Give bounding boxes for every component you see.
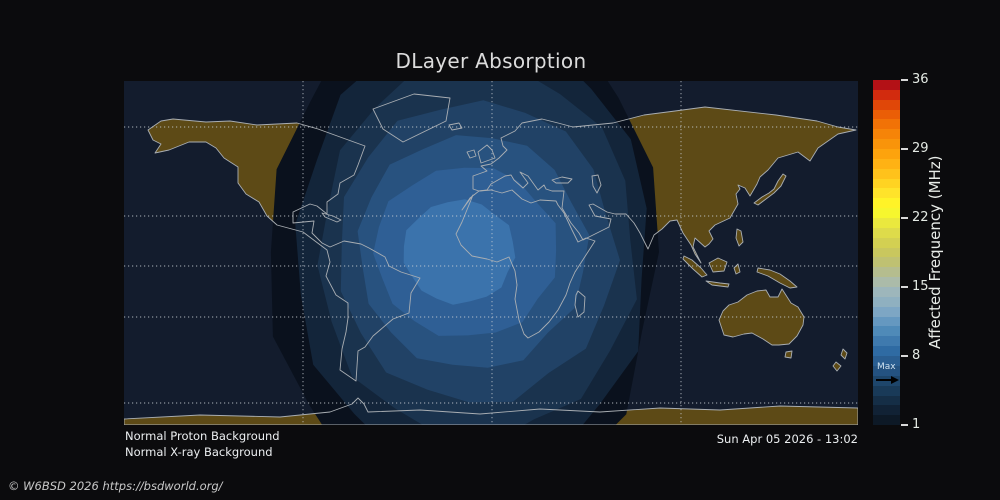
colorbar-band: [873, 385, 900, 396]
colorbar-tick-label: 15: [912, 279, 929, 294]
colorbar-tick-label: 22: [912, 210, 929, 225]
copyright: © W6BSD 2026 https://bsdworld.org/: [8, 479, 223, 493]
colorbar-band: [873, 267, 900, 278]
colorbar-axis-label: Affected Frequency (MHz): [926, 155, 944, 350]
colorbar-band: [873, 99, 900, 110]
coastlines: [123, 93, 859, 426]
colorbar-band: [873, 336, 900, 347]
colorbar-tick: [901, 424, 908, 426]
colorbar-band: [873, 395, 900, 406]
colorbar-tick-label: 29: [912, 141, 929, 156]
colorbar-band: [873, 346, 900, 357]
colorbar-band: [873, 326, 900, 337]
colorbar-band: [873, 89, 900, 100]
colorbar-band: [873, 198, 900, 209]
caspian-sea-outline: [591, 174, 602, 194]
colorbar-band: [873, 227, 900, 238]
colorbar-tick: [901, 355, 908, 357]
colorbar-band: [873, 296, 900, 307]
colorbar-band: [873, 375, 900, 386]
colorbar-tick: [901, 79, 908, 81]
colorbar-band: [873, 247, 900, 258]
colorbar-band: [873, 287, 900, 297]
colorbar-band: [873, 188, 900, 199]
colorbar-band: [873, 158, 900, 169]
colorbar-tick-label: 1: [912, 417, 921, 432]
colorbar-tick-label: 8: [912, 348, 921, 363]
colorbar-band: [873, 139, 900, 150]
world-map: [123, 0, 859, 500]
colorbar-band: [873, 257, 900, 268]
black-sea-outline: [551, 176, 573, 184]
colorbar-max-marker-label: Max: [877, 361, 896, 372]
colorbar: [873, 80, 900, 426]
colorbar-band: [873, 306, 900, 317]
colorbar-tick: [901, 217, 908, 219]
timestamp: Sun Apr 05 2026 - 13:02: [716, 432, 858, 446]
colorbar-band: [873, 405, 900, 416]
colorbar-band: [873, 149, 900, 159]
proton-background-status: Normal Proton Background: [125, 429, 280, 443]
colorbar-band: [873, 356, 900, 366]
colorbar-band: [873, 237, 900, 248]
colorbar-band: [873, 109, 900, 120]
colorbar-tick: [901, 148, 908, 150]
absorption-contours: [270, 0, 659, 500]
colorbar-band: [873, 365, 900, 376]
world-map-svg: [123, 0, 859, 500]
colorbar-band: [873, 415, 900, 426]
colorbar-tick-label: 36: [912, 72, 929, 87]
colorbar-band: [873, 178, 900, 189]
colorbar-band: [873, 277, 900, 288]
colorbar-band: [873, 80, 900, 90]
colorbar-max-marker-arrow-icon: [876, 375, 900, 384]
page-title: DLayer Absorption: [395, 49, 587, 73]
colorbar-band: [873, 316, 900, 327]
absorption-ring: [403, 199, 516, 305]
graticule: [124, 81, 858, 425]
xray-background-status: Normal X-ray Background: [125, 445, 273, 459]
colorbar-band: [873, 129, 900, 140]
colorbar-band: [873, 119, 900, 130]
colorbar-band: [873, 208, 900, 219]
colorbar-tick: [901, 286, 908, 288]
colorbar-band: [873, 218, 900, 228]
colorbar-band: [873, 168, 900, 179]
